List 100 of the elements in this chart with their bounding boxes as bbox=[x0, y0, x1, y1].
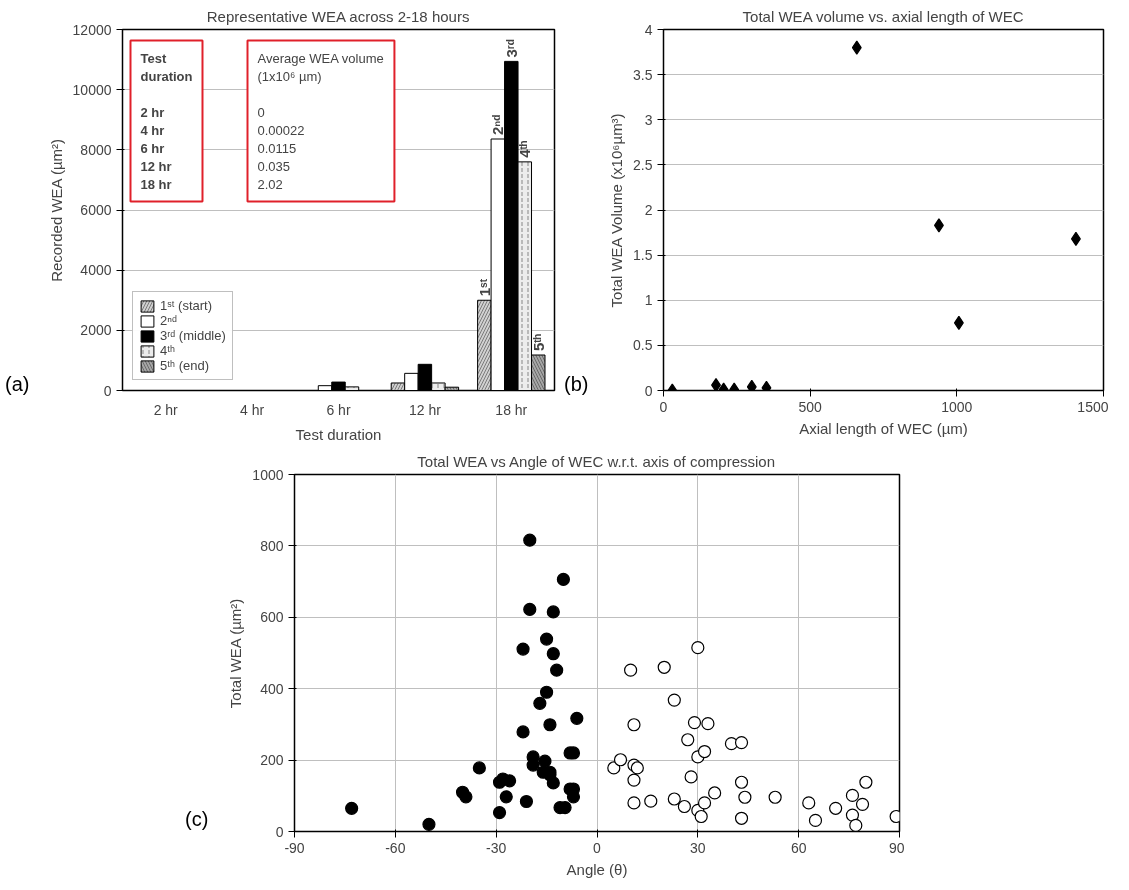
point bbox=[802, 796, 816, 810]
point bbox=[459, 790, 473, 804]
x-tick-label: -90 bbox=[284, 839, 305, 856]
text: (c) bbox=[185, 807, 209, 832]
y-tick-label: 1000 bbox=[252, 466, 284, 483]
point bbox=[519, 794, 534, 809]
point bbox=[607, 761, 621, 775]
legend-label: 3ʳᵈ (middle) bbox=[160, 328, 226, 343]
y-tick-label: 3 bbox=[644, 111, 653, 128]
y-axis-title: Total WEA Volume (x10⁶µm³) bbox=[608, 113, 626, 308]
point bbox=[613, 753, 628, 767]
point bbox=[543, 718, 557, 732]
point bbox=[681, 733, 695, 747]
point bbox=[667, 792, 681, 806]
x-tick-label: 12 hr bbox=[408, 401, 442, 418]
point bbox=[538, 754, 552, 768]
y-tick-label: 8000 bbox=[80, 141, 112, 158]
point bbox=[701, 717, 715, 731]
y-tick-label: 600 bbox=[260, 609, 284, 626]
point bbox=[516, 725, 530, 739]
annotation: 2.02 bbox=[257, 176, 283, 192]
x-tick-label: 90 bbox=[888, 839, 905, 856]
x-axis-title: Axial length of WEC (µm) bbox=[799, 419, 968, 437]
annotation: 0.00022 bbox=[257, 122, 305, 138]
point bbox=[684, 770, 698, 784]
y-axis-title: Total WEA (µm²) bbox=[227, 598, 245, 709]
annotation: 4 hr bbox=[140, 122, 165, 138]
point bbox=[657, 660, 671, 674]
annotation: 12 hr bbox=[140, 158, 172, 174]
point bbox=[849, 818, 863, 832]
y-tick-label: 6000 bbox=[80, 202, 112, 218]
y-tick-label: 0 bbox=[103, 382, 112, 399]
x-tick-label: 18 hr bbox=[495, 401, 528, 418]
point bbox=[697, 744, 712, 759]
y-tick-label: 4 bbox=[644, 21, 653, 38]
point bbox=[503, 774, 517, 788]
annotation: 1ˢᵗ bbox=[475, 278, 493, 297]
point bbox=[691, 641, 705, 655]
point bbox=[627, 796, 641, 810]
y-tick-label: 10000 bbox=[72, 81, 112, 98]
annotation: Test duration bbox=[140, 50, 193, 84]
point bbox=[533, 696, 547, 710]
point bbox=[345, 801, 359, 815]
point bbox=[734, 736, 749, 750]
y-tick-label: 2000 bbox=[80, 322, 112, 339]
legend-label: 1ˢᵗ (start) bbox=[160, 298, 213, 313]
point bbox=[556, 572, 570, 587]
legend-label: 5ᵗʰ (end) bbox=[160, 358, 210, 373]
y-tick-label: 800 bbox=[260, 537, 284, 554]
annotation: 2ⁿᵈ bbox=[489, 114, 507, 135]
legend-label: 2ⁿᵈ bbox=[160, 313, 178, 328]
point bbox=[546, 647, 560, 661]
point bbox=[694, 809, 708, 824]
point bbox=[523, 602, 537, 617]
text: (a) bbox=[5, 372, 30, 397]
x-tick-label: 30 bbox=[690, 839, 706, 856]
point bbox=[859, 775, 873, 789]
x-axis-title: Angle (θ) bbox=[566, 860, 628, 878]
point bbox=[644, 794, 658, 808]
point bbox=[627, 718, 641, 732]
x-tick-label: -30 bbox=[486, 839, 507, 856]
annotation: 4ᵗʰ bbox=[516, 140, 534, 158]
point bbox=[687, 716, 702, 730]
point bbox=[845, 808, 860, 822]
y-tick-label: 1 bbox=[644, 292, 653, 309]
point bbox=[546, 605, 560, 619]
point bbox=[697, 796, 712, 810]
point bbox=[550, 663, 564, 677]
y-tick-label: 200 bbox=[260, 752, 284, 769]
y-tick-label: 0 bbox=[644, 382, 653, 399]
point bbox=[492, 805, 507, 820]
annotation: 0.035 bbox=[257, 158, 291, 174]
point bbox=[516, 642, 530, 656]
x-tick-label: 1000 bbox=[941, 398, 973, 415]
x-tick-label: 500 bbox=[798, 398, 823, 415]
annotation: 0.0115 bbox=[257, 140, 297, 156]
point bbox=[738, 790, 752, 804]
y-tick-label: 2.5 bbox=[633, 156, 653, 173]
annotation: 3ʳᵈ bbox=[502, 39, 520, 58]
point bbox=[708, 786, 722, 800]
text: (b) bbox=[564, 372, 589, 397]
point bbox=[734, 775, 749, 789]
annotation: 6 hr bbox=[140, 140, 165, 156]
point bbox=[677, 799, 691, 814]
point bbox=[422, 817, 436, 831]
point bbox=[855, 797, 870, 811]
point bbox=[829, 801, 843, 815]
point bbox=[499, 790, 513, 804]
y-tick-label: 12000 bbox=[72, 21, 112, 38]
point bbox=[667, 693, 681, 707]
y-tick-label: 0.5 bbox=[633, 337, 653, 354]
point bbox=[734, 811, 749, 825]
x-tick-label: 1500 bbox=[1077, 398, 1109, 415]
y-tick-label: 0 bbox=[275, 823, 284, 840]
point bbox=[624, 663, 638, 677]
y-tick-label: 2 bbox=[644, 202, 653, 218]
annotation: 5ᵗʰ bbox=[529, 333, 547, 351]
point bbox=[808, 813, 823, 828]
x-tick-label: 0 bbox=[659, 398, 668, 415]
annotation: Average WEA volume (1x10⁶ µm) bbox=[257, 50, 384, 84]
